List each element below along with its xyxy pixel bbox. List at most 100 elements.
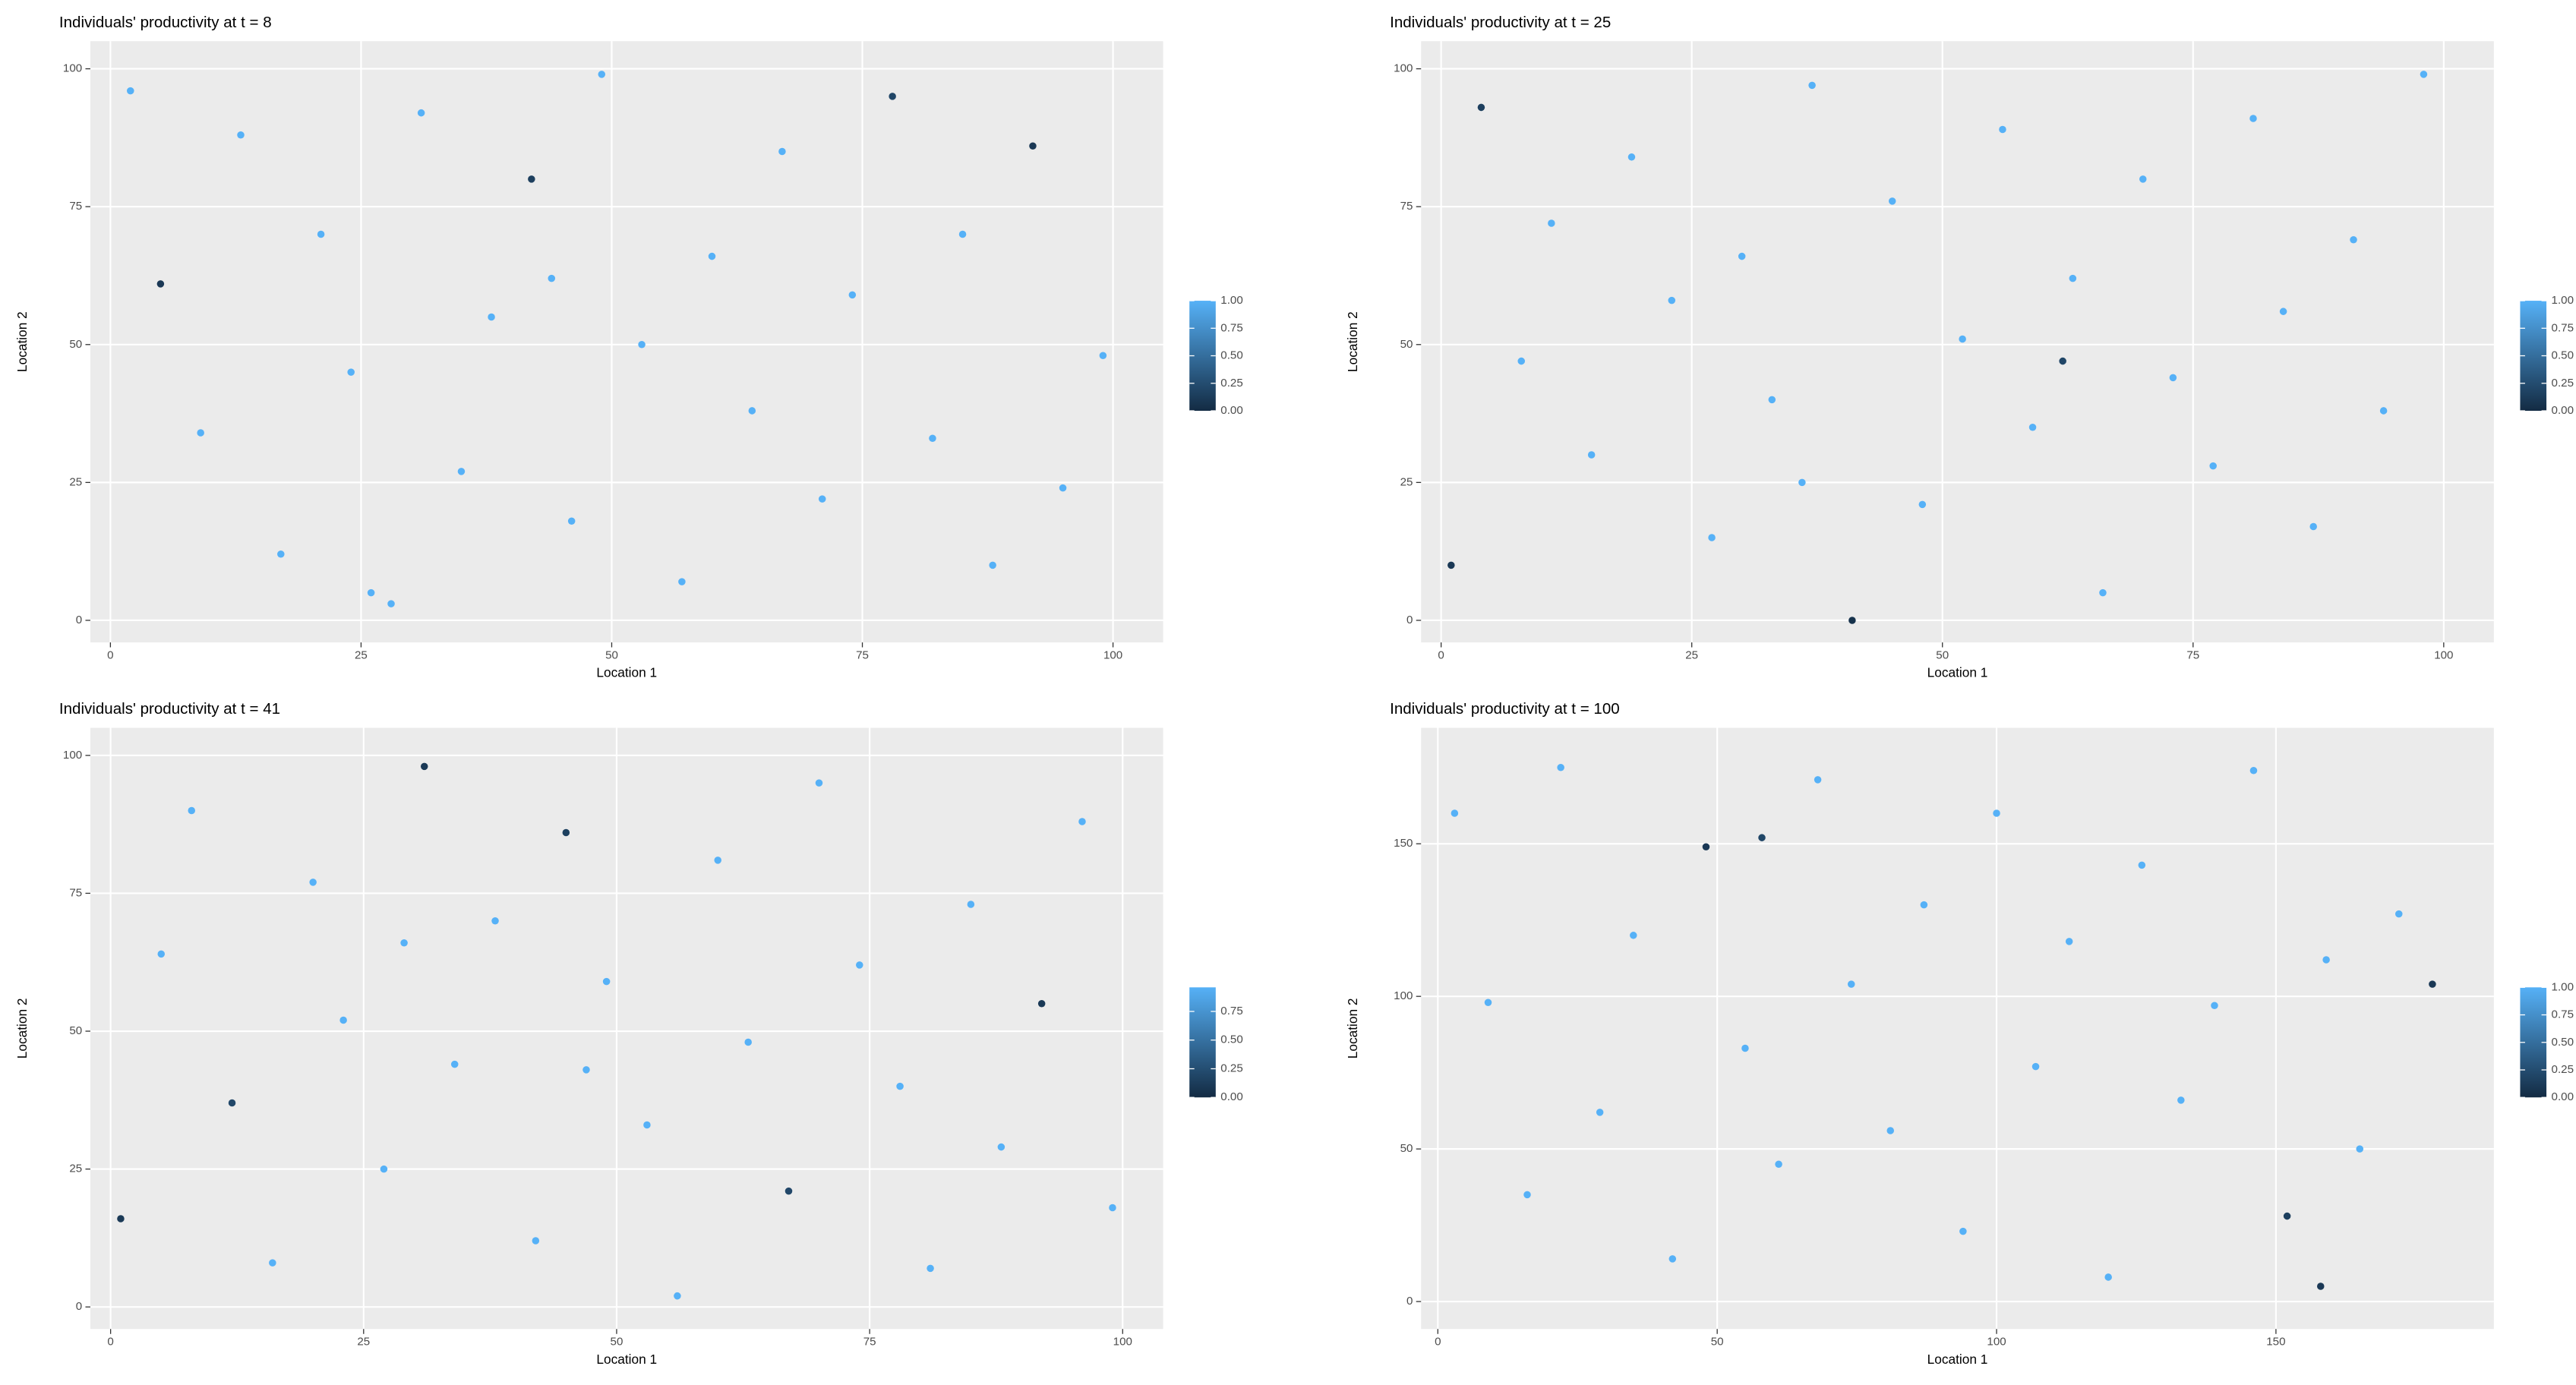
point <box>156 280 165 288</box>
x-tick-label: 150 <box>2266 1336 2285 1349</box>
point <box>117 1215 125 1223</box>
point <box>1078 818 1086 825</box>
y-tick-label: 0 <box>1406 1295 1413 1308</box>
point <box>638 341 646 349</box>
point <box>2099 588 2107 597</box>
point <box>2028 423 2037 431</box>
x-tick-label: 25 <box>1685 648 1698 661</box>
x-tick-label: 0 <box>107 648 113 661</box>
point <box>2104 1273 2112 1281</box>
panel: Individuals' productivity at t = 41 0 25 50… <box>14 700 1243 1367</box>
point <box>778 147 786 156</box>
point <box>967 901 975 908</box>
point <box>643 1121 651 1129</box>
x-tick-label: 0 <box>1435 1336 1441 1349</box>
point <box>548 274 556 282</box>
y-tick-label: 0 <box>76 614 82 626</box>
point <box>1738 252 1746 260</box>
point <box>1484 999 1492 1006</box>
point <box>674 1292 681 1300</box>
point <box>228 1099 236 1107</box>
point <box>678 578 686 585</box>
point <box>1886 1127 1895 1134</box>
plot-background <box>90 41 1163 643</box>
point <box>157 950 166 958</box>
x-tick-label: 75 <box>856 648 869 661</box>
point <box>1959 1227 1967 1235</box>
colorbar-label: 1.00 <box>2552 980 2574 993</box>
point <box>532 1237 540 1245</box>
point <box>997 1143 1005 1151</box>
x-tick-label: 50 <box>611 1336 623 1349</box>
point <box>2069 274 2077 282</box>
x-tick-label: 50 <box>1936 648 1949 661</box>
point <box>488 313 495 321</box>
panel: Individuals' productivity at t = 25 0 25 50… <box>1345 14 2574 680</box>
point <box>1741 1044 1749 1052</box>
point <box>929 434 936 443</box>
x-tick-label: 50 <box>1711 1336 1724 1349</box>
point <box>2429 980 2436 988</box>
y-tick-label: 50 <box>69 338 82 351</box>
y-tick-label: 100 <box>1394 62 1413 75</box>
point <box>339 1016 347 1024</box>
point <box>714 857 721 864</box>
colorbar-label: 0.00 <box>2552 1090 2574 1103</box>
point <box>2395 910 2403 918</box>
point <box>562 828 570 837</box>
point <box>457 468 466 475</box>
point <box>420 762 428 771</box>
point <box>989 561 996 569</box>
point <box>2249 767 2258 775</box>
point <box>1918 500 1927 509</box>
point <box>188 806 196 815</box>
point <box>1451 809 1459 817</box>
colorbar <box>1189 987 1216 1098</box>
colorbar-label: 0.00 <box>1220 404 1242 417</box>
point <box>347 368 355 376</box>
colorbar-label: 0.75 <box>2552 321 2574 334</box>
point <box>708 252 716 260</box>
point <box>602 977 611 986</box>
y-tick-label: 25 <box>69 1163 82 1175</box>
y-axis-title: Location 2 <box>1345 311 1360 372</box>
y-tick-label: 0 <box>1406 614 1413 626</box>
point <box>1557 763 1564 771</box>
x-axis-title: Location 1 <box>596 665 657 680</box>
point <box>2249 115 2257 122</box>
colorbar-label: 0.50 <box>2552 349 2574 362</box>
point <box>2177 1096 2185 1104</box>
y-tick-label: 0 <box>76 1300 82 1313</box>
point <box>567 517 576 525</box>
x-tick-label: 100 <box>1987 1336 2006 1349</box>
point <box>1959 335 1966 343</box>
point <box>1708 534 1716 541</box>
point <box>2169 374 2177 382</box>
colorbar-label: 1.00 <box>2552 294 2574 307</box>
colorbar-label: 0.75 <box>1220 1005 1242 1017</box>
colorbar-label: 0.50 <box>2552 1036 2574 1049</box>
point <box>1059 484 1067 492</box>
point <box>309 879 317 886</box>
point <box>1814 776 1822 784</box>
y-tick-label: 75 <box>69 200 82 213</box>
x-tick-label: 0 <box>1438 648 1444 661</box>
point <box>2316 1282 2325 1290</box>
point <box>1993 809 2000 817</box>
x-tick-label: 0 <box>107 1336 113 1349</box>
point <box>958 230 967 238</box>
point <box>1798 478 1806 487</box>
point <box>818 495 826 503</box>
point <box>1758 834 1766 841</box>
plot-background <box>90 727 1163 1330</box>
point <box>277 551 285 558</box>
chart-title: Individuals' productivity at t = 100 <box>1390 700 1620 718</box>
point <box>400 939 408 947</box>
y-tick-label: 50 <box>1400 338 1413 351</box>
colorbar-label: 0.25 <box>2552 1063 2574 1076</box>
point <box>889 93 896 100</box>
colorbar-label: 0.00 <box>2552 404 2574 417</box>
colorbar-label: 0.50 <box>1220 349 1242 362</box>
